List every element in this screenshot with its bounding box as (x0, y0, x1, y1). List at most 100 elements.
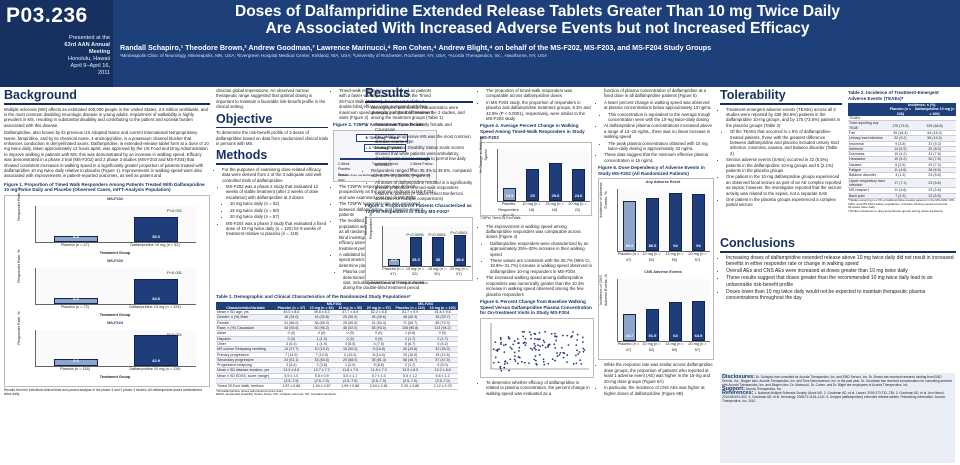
table-2-column-header (848, 107, 888, 117)
scatter-point (533, 337, 536, 340)
scatter-point (518, 349, 520, 352)
scatter-point (494, 356, 497, 359)
scatter-point (534, 359, 537, 362)
table-cell: 0 (0) (364, 330, 394, 337)
table-cell: 175 (73.5) (887, 120, 914, 131)
x-tick-label: 20 mg (n = 57) (688, 342, 707, 352)
bar: 86.5 (646, 197, 659, 252)
scatter-point (580, 362, 583, 365)
table-cell: 5 (8.8) (364, 362, 394, 369)
bar-value-label: 64 (673, 333, 678, 339)
results-heading: Results (365, 86, 411, 100)
objective-text: To determine the risk-benefit profile of… (216, 130, 329, 146)
conclusions-list: Increasing doses of dalfampridine extend… (726, 255, 956, 302)
references-text: 1. National Multiple Sclerosis Society. … (722, 391, 945, 403)
divider (4, 103, 210, 105)
bar-value-label: 35.3 (412, 257, 420, 263)
scatter-point (499, 338, 502, 340)
scatter-point (523, 330, 525, 333)
table-cell: 2 (1.7) (393, 336, 428, 342)
p-value-label: P<0.001 (167, 207, 183, 213)
bar-value-label: 8.5 (391, 257, 397, 263)
list-item: These results suggest that doses greater… (726, 275, 956, 288)
scatter-point (528, 330, 531, 333)
chart-plot-area: 80.9 86.5 94 93 (617, 189, 710, 253)
table-cell: 1.87 ± 0.88 (275, 383, 308, 390)
table-cell: 10 (4.2) (887, 156, 914, 163)
scatter-point (542, 339, 545, 342)
figure-6-title: Figure 6. Dose Dependency of Adverse Eve… (598, 165, 705, 176)
list-item: MS-F202 was a phase 2 study that evaluat… (226, 184, 328, 200)
table-cell: 0 (0) (335, 330, 365, 337)
table-row: Dizziness 10 (4.2) 31 (7.8) (848, 151, 956, 158)
table-cell: 11.8 ± 7.3 (364, 367, 394, 374)
bar-value-label: 35.3 (152, 233, 160, 239)
x-tick-label: Placebo (n = 47) (382, 266, 404, 276)
table-cell: 7 (13.5) (307, 352, 336, 358)
results-list-3: The improvement in walking speed among d… (486, 224, 592, 297)
table-cell (887, 116, 914, 122)
figure-5-title: Figure 5. Percent Change from Baseline W… (480, 298, 592, 316)
y-axis-label: Timed Walk Responders, % (364, 212, 374, 239)
scatter-point (495, 349, 498, 351)
table-cell: 3 (6.4) (275, 341, 308, 348)
table-cell: 11.8 ± 7.5 (335, 367, 365, 374)
table-row: Urinary tract infection 22 (9.2) 56 (14.0) (848, 135, 956, 142)
scatter-point (543, 363, 546, 366)
scatter-point (543, 341, 546, 343)
table-row: Mean ± SD EDSS, score (range) 5.9 ± 1.0 5.… (216, 373, 458, 380)
bar: 8.5 (387, 257, 401, 266)
scatter-point (499, 367, 502, 370)
bar-value-label: 34.8 (152, 295, 160, 301)
list-item: Mean Expanded Disability Status Scale sc… (375, 145, 473, 167)
table-row: Fall 39 (16.4) 64 (16.0) (848, 130, 956, 137)
scatter-point (496, 348, 499, 351)
scatter-point (562, 356, 565, 359)
table-cell: 11 (4.6) (887, 167, 914, 174)
table-cell: (2.5–7.0) (335, 378, 365, 385)
table-cell: Dizziness (848, 151, 888, 158)
chart-plot-area: 8.5 35.3 (35, 205, 196, 243)
tolerability-heading: Tolerability (720, 88, 786, 102)
table-cell: 58 (48.7) (393, 357, 428, 364)
list-item: These values are consistent with the 25.… (490, 258, 592, 274)
table-cell: 11 (4.6) (887, 187, 914, 194)
list-item: For the purposes of examining dose-relat… (222, 167, 328, 183)
support-text: Acorda Therapeutics, Inc. (745, 387, 782, 391)
table-2-note-3: †Similar incidences in drug and placebo … (848, 208, 944, 213)
scatter-point (566, 360, 568, 363)
chart-plot-area: 10.3 25 29.6 24.6 (497, 149, 590, 203)
bar: 51.9 (646, 309, 659, 342)
chart-title: CNS Adverse Events (644, 270, 682, 275)
table-cell: 10 (4.2) (887, 151, 914, 158)
table-cell: 71 (59.7) (393, 320, 428, 327)
table-1-column-header: Characteristic/Variable (216, 305, 276, 311)
table-cell: Mean ± SD EDSS, score (range) (216, 373, 276, 380)
scatter-point (503, 362, 506, 365)
scatter-axes (490, 322, 589, 369)
bar-value-label: 10.3 (505, 192, 514, 198)
scatter-point (577, 352, 580, 355)
x-tick-label: 20 mg (n = 57) (688, 252, 707, 262)
table-row: (3.5–7.5) (2.5–7.0) (2.5–7.0) (3.5–7.0) (2.5… (216, 378, 458, 385)
table-1-group-2: MS-F204 (393, 301, 458, 306)
table-cell: 5.8 ± 0.9 (307, 373, 336, 380)
scatter-point (516, 337, 519, 340)
scatter-point (502, 344, 505, 346)
divider (365, 101, 473, 103)
table-cell: (2.5–7.0) (427, 378, 458, 385)
bar-value-label: 36 (435, 257, 441, 263)
scatter-point (576, 338, 579, 341)
col5-list: function of plasma concentration of dalf… (604, 88, 714, 163)
table-row: Back pain 7 (2.9) 22 (5.5) (848, 193, 956, 199)
table-cell: 5.5 ± 1.1 (335, 373, 365, 380)
table-1: MS-F202 MS-F204 Characteristic/Variable P… (216, 301, 458, 390)
table-cell: Gender, n (%) Male (216, 314, 276, 321)
table-cell: 1 (0.8) (393, 330, 428, 337)
scatter-point (522, 335, 525, 338)
x-tick-label: Placebo (n = 47) (617, 342, 640, 352)
figure-3: 8.5 35.3 36 38.6 Placebo (n = 47) 10 mg (n = … (364, 213, 473, 281)
list-item: 10 mg twice daily (n = 52) (230, 201, 328, 206)
table-1-column-header: 10 mg (n = 120) (427, 305, 458, 311)
table-cell: 15 (30.0) (335, 346, 365, 353)
